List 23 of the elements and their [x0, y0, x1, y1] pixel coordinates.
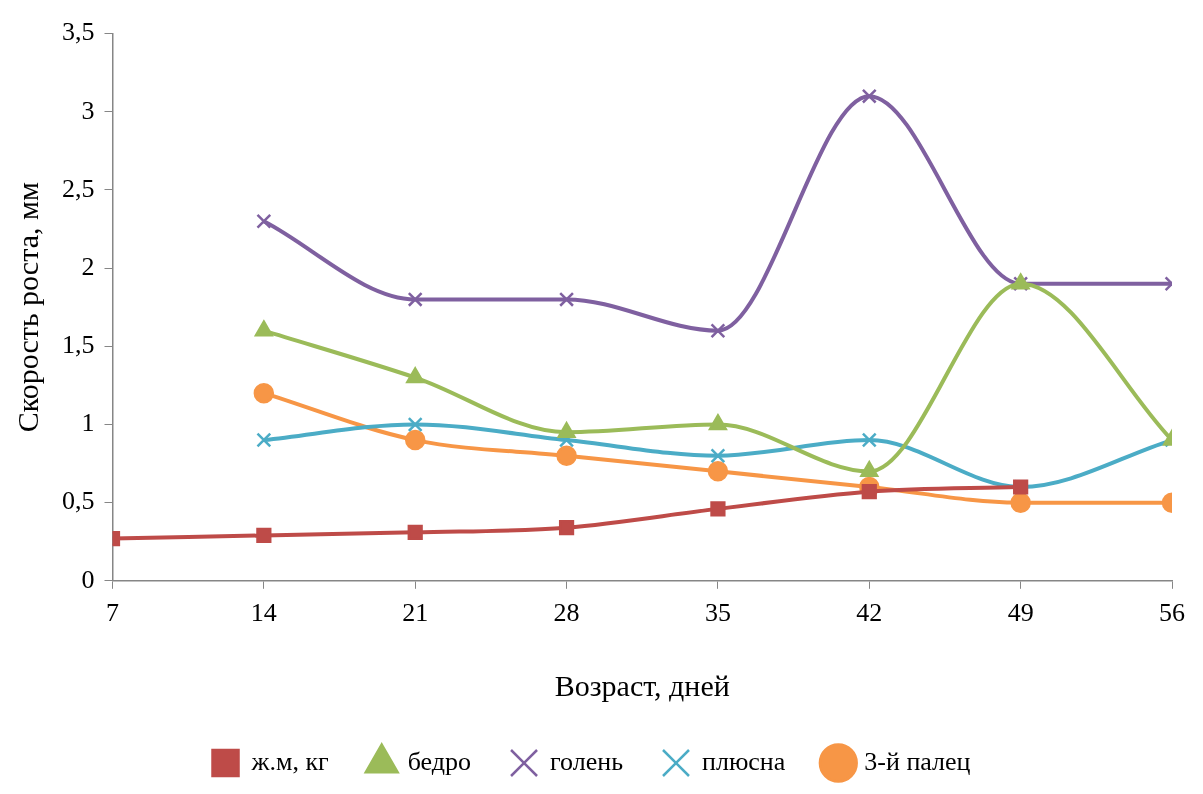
x-tick-label: 14	[250, 598, 277, 628]
x-tick-label: 28	[553, 598, 580, 628]
x-tick-label: 7	[106, 598, 119, 628]
x-tick-label: 35	[704, 598, 731, 628]
y-tick-label: 0,5	[62, 486, 95, 516]
legend-label: бедро	[407, 746, 472, 776]
x-tick-label: 49	[1007, 598, 1034, 628]
y-tick-label: 3	[81, 95, 95, 125]
y-tick-label: 2,5	[62, 173, 95, 203]
y-tick-label: 1,5	[62, 330, 95, 360]
legend-label: ж.м, кг	[250, 746, 329, 776]
x-axis-title: Возраст, дней	[554, 668, 730, 702]
legend-label: 3-й палец	[864, 746, 971, 776]
y-tick-label: 2	[81, 251, 95, 281]
y-tick-label: 3,5	[62, 17, 95, 47]
legend-label: плюсна	[702, 746, 786, 776]
x-tick-label: 21	[402, 598, 429, 628]
x-tick-label: 56	[1159, 598, 1185, 628]
legend-label: голень	[550, 746, 624, 776]
x-tick-label: 42	[856, 598, 883, 628]
y-axis-title: Скорость роста, мм	[10, 182, 44, 433]
y-tick-label: 1	[81, 408, 95, 438]
y-tick-label: 0	[81, 564, 95, 594]
